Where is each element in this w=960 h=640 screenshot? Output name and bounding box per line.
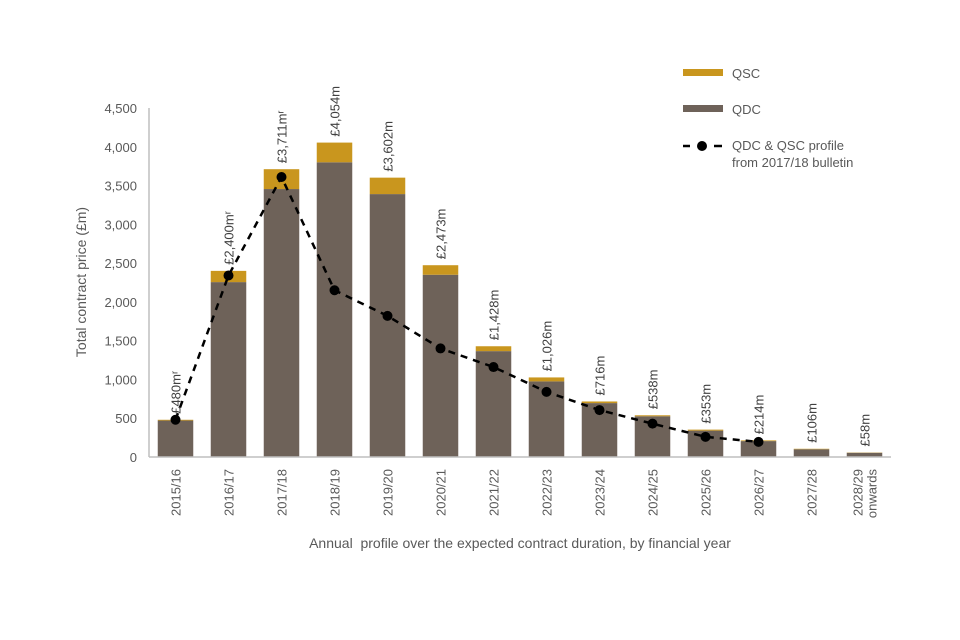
profile-line-layer	[170, 172, 764, 447]
profile-point	[223, 270, 234, 281]
profile-line	[174, 174, 759, 444]
profile-point	[541, 386, 552, 397]
data-label: £2,400mʳ	[222, 211, 237, 265]
axes-layer	[148, 108, 891, 458]
legend-swatch-qsc	[683, 69, 723, 76]
x-tick-label: onwards	[865, 469, 880, 519]
x-tick-label: 2015/16	[169, 469, 184, 516]
profile-point	[170, 414, 181, 425]
profile-point	[647, 418, 658, 429]
data-label: £2,473m	[434, 209, 449, 260]
x-tick-label: 2025/26	[699, 469, 714, 516]
bar-qsc-202425	[634, 415, 671, 417]
y-tick-label: 2,500	[104, 256, 137, 271]
data-label: £106m	[805, 403, 820, 443]
profile-point	[329, 285, 340, 296]
data-label: £538m	[646, 370, 661, 410]
y-tick-label: 4,000	[104, 140, 137, 155]
bars-layer	[157, 142, 883, 458]
x-axis-title: Annual profile over the expected contrac…	[309, 535, 731, 551]
data-label: £480mʳ	[169, 371, 184, 414]
bar-qdc-201819	[316, 162, 353, 458]
bar-qsc-201920	[369, 177, 406, 195]
profile-point	[382, 310, 393, 321]
x-tick-label: 2028/29	[851, 469, 866, 516]
y-tick-labels: 0 500 1,000 1,500 2,000 2,500 3,000 3,500 4,000 4…	[104, 101, 137, 465]
y-tick-label: 500	[115, 411, 137, 426]
bar-qsc-202021	[422, 265, 459, 275]
profile-point	[488, 362, 499, 373]
x-tick-label: 2017/18	[275, 469, 290, 516]
data-label: £353m	[699, 384, 714, 424]
bar-qdc-201920	[369, 194, 406, 457]
x-tick-labels: 2015/16 2016/17 2017/18 2018/19 2019/20 2020/…	[169, 469, 880, 519]
legend-label-qdc: QDC	[732, 102, 761, 117]
y-tick-label: 1,500	[104, 334, 137, 349]
y-tick-label: 2,000	[104, 295, 137, 310]
bar-qdc-202021	[422, 274, 459, 457]
data-labels-layer: £480mʳ £2,400mʳ £3,711mʳ £4,054m £3,602m £2,4…	[169, 86, 873, 447]
legend-label-profile: QDC & QSC profile	[732, 138, 844, 153]
x-tick-label: 2019/20	[381, 469, 396, 516]
x-tick-label: 2023/24	[593, 469, 608, 516]
x-tick-label: 2021/22	[487, 469, 502, 516]
data-label: £3,602m	[381, 121, 396, 172]
y-tick-label: 0	[130, 450, 137, 465]
bar-qdc-201516	[157, 420, 194, 457]
data-label: £4,054m	[328, 86, 343, 137]
bar-qsc-202324	[581, 401, 618, 404]
profile-point	[753, 436, 764, 447]
bar-qdc-202829onwards	[846, 452, 883, 457]
legend: QSC QDC QDC & QSC profile from 2017/18 b…	[683, 66, 853, 170]
data-label: £1,428m	[487, 290, 502, 341]
y-tick-label: 3,000	[104, 217, 137, 232]
bar-qsc-202526	[687, 429, 724, 431]
x-tick-label: 2022/23	[540, 469, 555, 516]
legend-swatch-qdc	[683, 105, 723, 112]
y-tick-label: 3,500	[104, 179, 137, 194]
data-label: £3,711mʳ	[275, 110, 290, 163]
profile-point	[700, 431, 711, 442]
profile-point	[276, 172, 287, 183]
bar-qdc-201617	[210, 282, 247, 457]
bar-qdc-202627	[740, 441, 777, 457]
profile-point	[594, 405, 605, 416]
bar-qdc-202728	[793, 449, 830, 457]
bar-qdc-201718	[263, 189, 300, 457]
bar-qsc-202122	[475, 346, 512, 352]
x-tick-label: 2018/19	[328, 469, 343, 516]
y-axis-title: Total contract price (£m)	[73, 207, 89, 357]
bar-qsc-201819	[316, 142, 353, 163]
legend-dot	[697, 141, 707, 151]
profile-point	[435, 343, 446, 354]
x-tick-label: 2016/17	[222, 469, 237, 516]
x-tick-label: 2027/28	[805, 469, 820, 516]
data-label: £716m	[593, 356, 608, 396]
y-tick-label: 4,500	[104, 101, 137, 116]
data-label: £58m	[858, 414, 873, 447]
data-label: £1,026m	[540, 321, 555, 372]
legend-label-profile-line2: from 2017/18 bulletin	[732, 155, 853, 170]
x-tick-label: 2020/21	[434, 469, 449, 516]
legend-label-qsc: QSC	[732, 66, 760, 81]
bar-qsc-202223	[528, 377, 565, 382]
x-tick-label: 2024/25	[646, 469, 661, 516]
data-label: £214m	[752, 395, 767, 435]
x-tick-label: 2026/27	[752, 469, 767, 516]
y-tick-label: 1,000	[104, 372, 137, 387]
